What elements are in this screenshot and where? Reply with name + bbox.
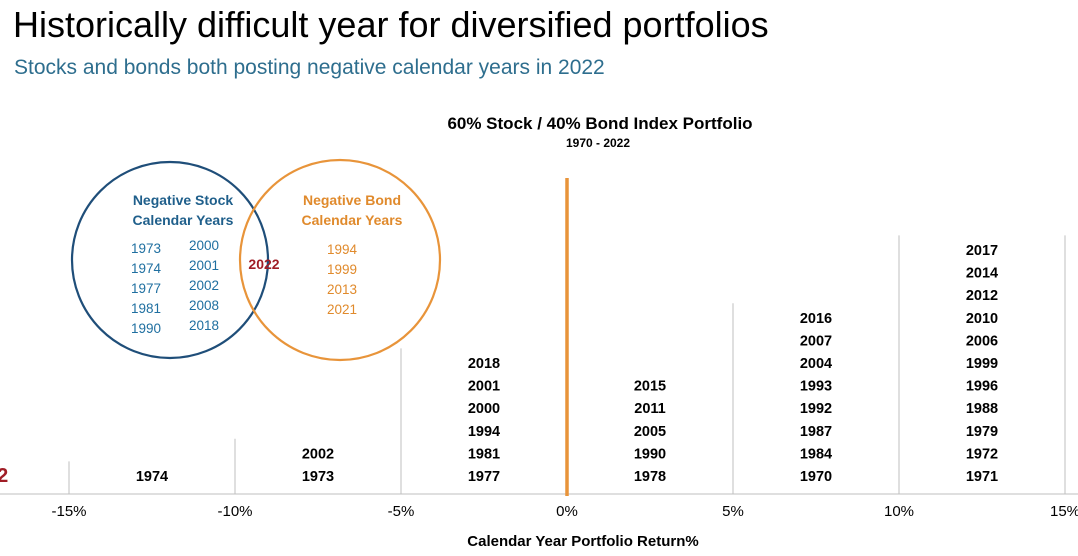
venn-overlap-year: 2022 xyxy=(248,256,280,272)
year-label: 1978 xyxy=(634,469,666,485)
year-label: 1996 xyxy=(966,379,998,395)
x-tick-label: 15% xyxy=(1050,503,1078,520)
venn-year: 2008 xyxy=(188,298,220,313)
x-tick-label: 5% xyxy=(722,503,744,520)
year-label: 2014 xyxy=(966,266,998,282)
year-label: 1971 xyxy=(966,469,998,485)
year-label: 2016 xyxy=(800,311,832,327)
year-label: 2004 xyxy=(800,356,832,372)
venn-year: 2018 xyxy=(188,318,220,333)
chart-title: 60% Stock / 40% Bond Index Portfolio xyxy=(447,114,753,133)
year-label: 1973 xyxy=(302,469,334,485)
year-label: 2005 xyxy=(634,424,666,440)
year-label: 2001 xyxy=(468,379,500,395)
year-label: 1992 xyxy=(800,401,832,417)
year-label: 1988 xyxy=(966,401,998,417)
year-label: 2015 xyxy=(634,379,666,395)
plot-area: 2008 2022 1974 2002 1973 2018 2001 2000 1994 1981… xyxy=(0,178,1078,520)
year-label: 1970 xyxy=(800,469,832,485)
bond-circle xyxy=(238,158,442,362)
stock-circle xyxy=(70,160,270,360)
venn-year: 1999 xyxy=(326,262,358,277)
x-tick-label: 0% xyxy=(556,503,578,520)
page-subtitle: Stocks and bonds both posting negative c… xyxy=(14,56,605,79)
year-label: 2017 xyxy=(966,243,998,259)
year-label: 2006 xyxy=(966,333,998,349)
venn-bond-title: Negative Bond Calendar Years xyxy=(301,192,403,228)
venn-year: 1994 xyxy=(326,242,358,257)
year-label: 2002 xyxy=(302,446,334,462)
year-label: 1987 xyxy=(800,424,832,440)
year-label: 2000 xyxy=(468,401,500,417)
venn-year: 1974 xyxy=(130,261,162,276)
x-axis-label: Calendar Year Portfolio Return% xyxy=(467,533,699,550)
highlight-year-label: 2022 xyxy=(0,465,8,487)
venn-year: 1981 xyxy=(130,301,162,316)
year-label: 1999 xyxy=(966,356,998,372)
chart-year-range: 1970 - 2022 xyxy=(565,136,631,150)
year-label: 1979 xyxy=(966,424,998,440)
year-label: 2011 xyxy=(634,401,665,417)
year-label: 2007 xyxy=(800,333,832,349)
venn-year: 2002 xyxy=(188,278,220,293)
year-label: 1972 xyxy=(966,446,998,462)
venn-year: 2013 xyxy=(326,282,358,297)
year-label: 2018 xyxy=(468,356,500,372)
year-label: 2010 xyxy=(966,311,998,327)
page-title: Historically difficult year for diversif… xyxy=(13,4,769,45)
x-tick-label: -5% xyxy=(388,503,415,520)
venn-year: 2021 xyxy=(326,302,358,317)
stock-years-col1: 1973 1974 1977 1981 1990 xyxy=(124,239,168,339)
year-label: 1994 xyxy=(468,424,500,440)
year-label: 1981 xyxy=(468,446,500,462)
year-label: 1977 xyxy=(468,469,500,485)
venn-stock-title: Negative Stock Calendar Years xyxy=(132,192,234,228)
year-label: 2012 xyxy=(966,288,998,304)
x-tick-label: -10% xyxy=(217,503,252,520)
venn-year: 1977 xyxy=(130,281,162,296)
venn-year: 2000 xyxy=(188,238,220,253)
venn-diagram xyxy=(70,158,442,362)
bond-years: 1994 1999 2013 2021 xyxy=(320,240,364,320)
year-label: 1974 xyxy=(136,469,168,485)
year-label: 1993 xyxy=(800,379,832,395)
x-tick-label: 10% xyxy=(884,503,914,520)
venn-year: 1973 xyxy=(130,241,162,256)
year-label: 1990 xyxy=(634,446,666,462)
venn-year: 1990 xyxy=(130,321,162,336)
venn-year: 2001 xyxy=(188,258,220,273)
year-label: 1984 xyxy=(800,446,832,462)
stock-years-col2: 2000 2001 2002 2008 2018 xyxy=(182,236,226,336)
x-tick-label: -15% xyxy=(51,503,86,520)
